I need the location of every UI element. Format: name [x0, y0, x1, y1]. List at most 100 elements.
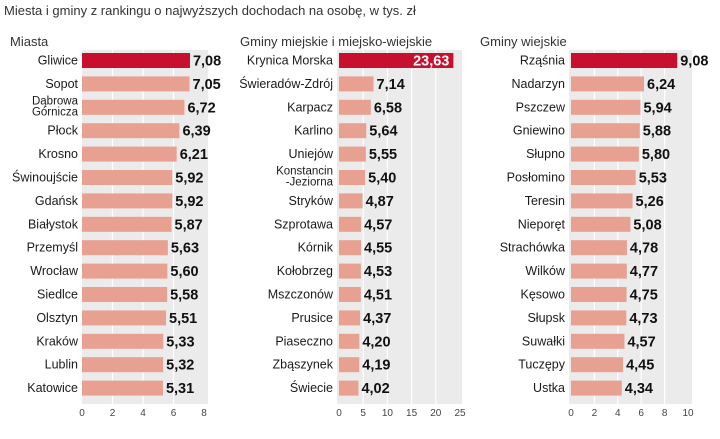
- value-label: 4,34: [625, 381, 653, 397]
- value-label: 5,33: [166, 334, 194, 350]
- value-label: 5,60: [170, 264, 198, 280]
- category-label: Posłomino: [507, 171, 565, 185]
- tick-label: 4: [615, 408, 621, 419]
- value-label: 6,72: [187, 100, 215, 116]
- category-label: Lublin: [45, 358, 78, 372]
- bar: [82, 287, 168, 302]
- value-label: 4,02: [361, 381, 389, 397]
- category-label: Kórnik: [298, 241, 334, 255]
- value-label: 5,58: [170, 288, 198, 304]
- tick-label: 6: [638, 408, 644, 419]
- category-label: Uniejów: [289, 147, 334, 161]
- value-label: 4,20: [362, 334, 390, 350]
- bar: [82, 123, 180, 139]
- bar: [571, 170, 636, 185]
- category-label: Kołobrzeg: [277, 264, 333, 278]
- value-label: 5,88: [643, 124, 671, 140]
- bar: [571, 263, 627, 279]
- tick-label: 8: [662, 408, 668, 419]
- value-label: 6,39: [182, 124, 210, 140]
- bar: [571, 287, 627, 302]
- category-label: Gniewino: [513, 124, 565, 138]
- category-label: Piaseczno: [275, 334, 333, 348]
- value-label: 5,94: [643, 100, 671, 116]
- bar: [339, 310, 361, 326]
- value-label: 4,78: [630, 241, 658, 257]
- bar: [339, 99, 371, 115]
- value-label: 5,26: [636, 194, 664, 210]
- value-label: 5,08: [633, 217, 661, 233]
- bar: [571, 357, 624, 373]
- category-label: Nadarzyn: [512, 77, 566, 91]
- tick-label: 10: [682, 408, 694, 419]
- category-label: Karlino: [294, 124, 333, 138]
- category-label: Słupno: [526, 147, 565, 161]
- category-label: Krosno: [38, 147, 78, 161]
- category-label: Prusice: [291, 311, 333, 325]
- tick-label: 2: [592, 408, 598, 419]
- value-label: 4,75: [630, 288, 658, 304]
- bar: [82, 170, 173, 185]
- bar: [571, 216, 631, 232]
- bar: [339, 357, 360, 373]
- bar: [339, 380, 359, 396]
- bar: [571, 123, 640, 139]
- value-label: 4,45: [626, 358, 654, 374]
- value-label: 4,57: [627, 334, 655, 350]
- value-label: 6,24: [647, 77, 675, 93]
- category-label: Gliwice: [38, 54, 78, 68]
- tick-label: 20: [430, 408, 442, 419]
- category-label: Mszczonów: [268, 288, 334, 302]
- value-label: 5,55: [369, 147, 397, 163]
- bar: [339, 216, 362, 232]
- category-label: Sopot: [45, 77, 78, 91]
- category-label: Wrocław: [30, 264, 79, 278]
- category-label: Pszczew: [516, 100, 566, 114]
- bar: [339, 53, 454, 68]
- value-label: 5,63: [171, 241, 199, 257]
- category-label: Ustka: [533, 381, 565, 395]
- value-label: 4,19: [362, 358, 390, 374]
- category-label: Przemyśl: [27, 241, 78, 255]
- bar: [571, 76, 645, 92]
- tick-label: 10: [382, 408, 394, 419]
- value-label: 5,87: [175, 217, 203, 233]
- subtitle-gminy-wiejskie: Gminy wiejskie: [480, 34, 567, 49]
- value-label: 4,77: [630, 264, 658, 280]
- category-label: Szprotawa: [274, 217, 333, 231]
- category-label: Suwałki: [522, 334, 565, 348]
- tick-label: 5: [360, 408, 366, 419]
- category-label: Nieporęt: [518, 217, 566, 231]
- category-label: Świecie: [290, 380, 333, 395]
- value-label: 5,80: [642, 147, 670, 163]
- value-label: 5,31: [166, 381, 194, 397]
- category-label: Krynica Morska: [247, 54, 333, 68]
- category-label: Dąbrowa Górnicza: [32, 95, 79, 118]
- tick-label: 25: [454, 408, 466, 419]
- tick-label: 0: [79, 408, 85, 419]
- category-label: Gdańsk: [35, 194, 79, 208]
- tick-label: 2: [110, 408, 116, 419]
- category-label: Kraków: [36, 334, 79, 348]
- category-label: Słupsk: [527, 311, 565, 325]
- bar: [82, 333, 164, 349]
- bar: [82, 193, 173, 209]
- value-label: 7,14: [377, 77, 405, 93]
- value-label: 5,53: [639, 171, 667, 187]
- tick-label: 0: [336, 408, 342, 419]
- bar: [571, 310, 627, 326]
- bar: [339, 76, 374, 92]
- bar: [571, 53, 678, 68]
- value-label: 9,08: [680, 54, 708, 70]
- category-label: Olsztyn: [36, 311, 78, 325]
- bar: [571, 193, 633, 209]
- bar: [571, 99, 641, 115]
- tick-label: 4: [140, 408, 146, 419]
- category-label: Tuczępy: [518, 358, 566, 372]
- bar: [82, 146, 177, 162]
- tick-label: 8: [201, 408, 207, 419]
- category-label: Konstancin -Jeziorna: [276, 166, 333, 189]
